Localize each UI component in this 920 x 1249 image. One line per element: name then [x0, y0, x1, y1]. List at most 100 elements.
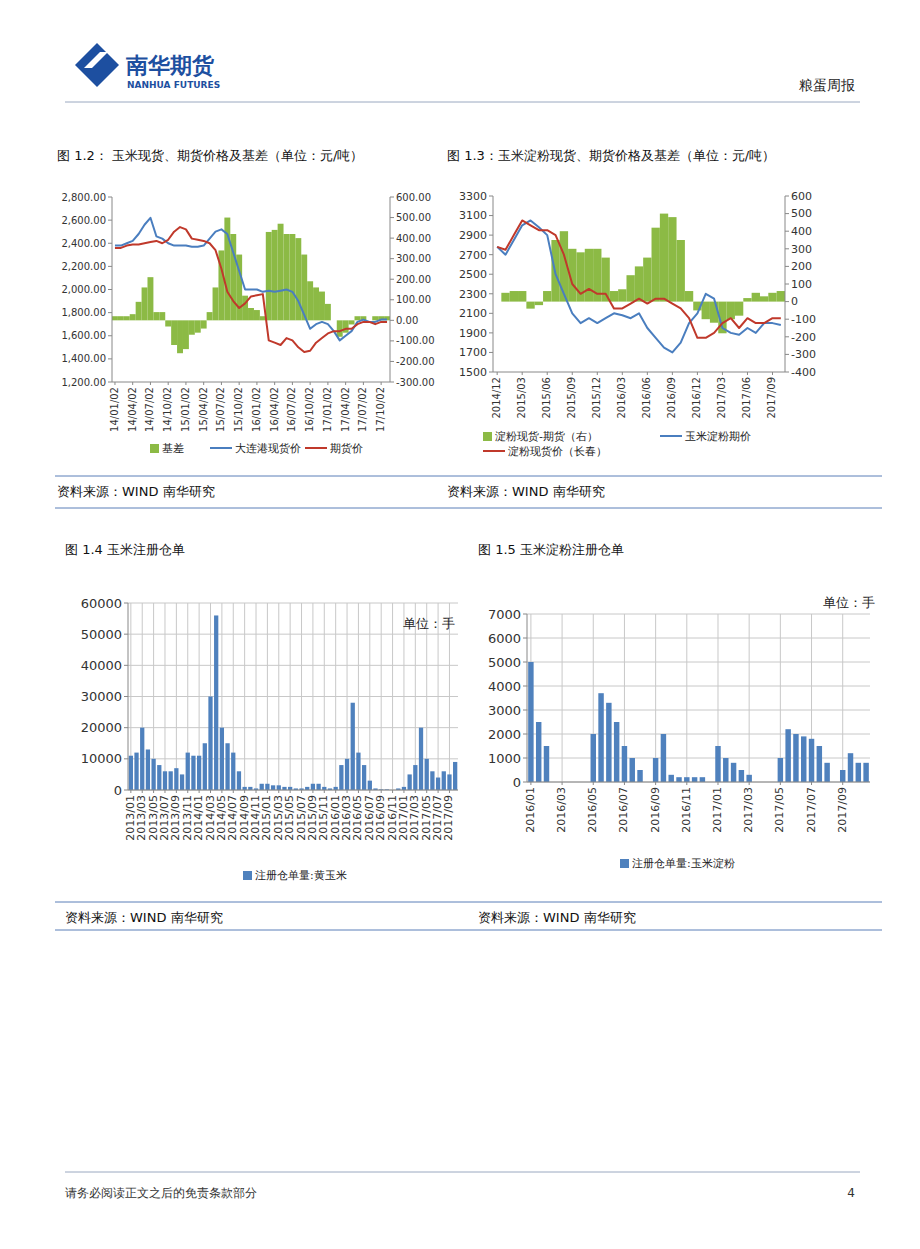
grid-line: [527, 638, 870, 639]
chart-title: 图 1.5 玉米淀粉注册仓单: [478, 542, 624, 557]
y-tick-label: 5000: [488, 655, 521, 670]
bar: [526, 302, 534, 309]
bar: [425, 759, 429, 790]
grid-line: [164, 603, 165, 790]
bar: [752, 293, 760, 302]
x-tick: [369, 790, 370, 793]
bar: [183, 320, 189, 349]
grid-line: [290, 603, 291, 790]
bar: [237, 771, 241, 790]
bar: [316, 784, 320, 790]
y-tick: [489, 352, 493, 353]
line: [497, 220, 781, 337]
bar: [169, 771, 173, 790]
y-tick-label: 1,800.00: [61, 307, 106, 318]
grid-line: [527, 734, 870, 735]
x-tick-label: 2015/06: [541, 377, 552, 419]
y-tick: [489, 235, 493, 236]
bar: [163, 771, 167, 790]
bar: [692, 777, 697, 782]
x-tick-label: 2015/09: [566, 377, 577, 419]
x-tick: [132, 382, 133, 385]
y-tick: [124, 634, 128, 635]
x-tick: [811, 782, 812, 785]
x-tick: [335, 790, 336, 793]
y2-tick-label: -300.00: [396, 377, 435, 388]
x-tick: [415, 790, 416, 793]
logo-stripe: [84, 52, 108, 68]
x-tick: [164, 790, 165, 793]
legend-label: 淀粉现货价（长春）: [508, 445, 607, 458]
bar: [643, 258, 651, 302]
bar: [677, 240, 685, 302]
bar: [442, 771, 446, 790]
x-tick: [655, 782, 656, 785]
bar: [140, 728, 144, 790]
bar: [319, 292, 325, 321]
bar: [345, 759, 349, 790]
x-axis: [112, 382, 390, 383]
x-axis: [493, 372, 785, 373]
bar: [501, 293, 509, 302]
x-tick-label: 16/04/02: [269, 387, 280, 432]
grid-line: [527, 686, 870, 687]
bar: [743, 298, 751, 302]
y-tick: [489, 372, 493, 373]
section-rule: [55, 476, 882, 477]
x-tick-label: 2016/06: [641, 377, 652, 419]
legend-swatch: [150, 444, 159, 453]
x-tick: [381, 790, 382, 793]
y-tick-label: 1,400.00: [61, 353, 106, 364]
logo-cn: 南华期货: [125, 53, 214, 78]
x-tick: [114, 382, 115, 385]
y-tick-label: 2100: [459, 307, 487, 320]
y2-tick: [785, 319, 789, 320]
y2-tick: [390, 258, 394, 259]
y-tick-label: 3100: [459, 209, 487, 222]
bar: [626, 275, 634, 301]
x-tick-label: 2014/12: [491, 377, 502, 419]
bar: [702, 302, 710, 320]
legend-swatch: [483, 450, 505, 452]
y2-axis: [390, 197, 391, 382]
bar: [277, 785, 281, 790]
bar: [436, 778, 440, 790]
bar: [793, 734, 798, 782]
y-tick-label: 2700: [459, 249, 487, 262]
bar: [668, 775, 673, 782]
x-tick-label: 14/07/02: [144, 387, 155, 432]
x-tick-label: 17/04/02: [340, 387, 351, 432]
source: 资料来源：WIND 南华研究: [447, 484, 605, 499]
x-tick: [176, 790, 177, 793]
x-tick: [530, 782, 531, 785]
y-tick: [489, 254, 493, 255]
bar: [159, 312, 165, 320]
bar: [585, 249, 593, 302]
bar: [331, 320, 337, 321]
y2-tick-label: 500: [791, 207, 812, 220]
bar: [510, 291, 518, 302]
bar: [528, 662, 533, 782]
x-tick: [345, 382, 346, 385]
legend-label: 基差: [162, 442, 184, 455]
bar: [180, 774, 184, 790]
x-tick: [562, 782, 563, 785]
legend-label: 大连港现货价: [235, 442, 301, 455]
x-tick: [185, 382, 186, 385]
bar: [824, 763, 829, 782]
y-tick-label: 2,600.00: [61, 215, 106, 226]
y2-tick: [785, 372, 789, 373]
bar: [685, 291, 693, 302]
bar: [453, 762, 457, 790]
x-tick-label: 2015/12: [591, 377, 602, 419]
bar: [840, 770, 845, 782]
y-tick: [124, 727, 128, 728]
footer-rule: [65, 1172, 860, 1173]
y-tick: [489, 274, 493, 275]
y-tick-label: 3000: [488, 703, 521, 718]
header-rule: [65, 102, 860, 103]
x-tick: [381, 382, 382, 385]
x-tick-label: 2017/09: [442, 795, 455, 841]
bar: [715, 746, 720, 782]
y-tick: [124, 603, 128, 604]
